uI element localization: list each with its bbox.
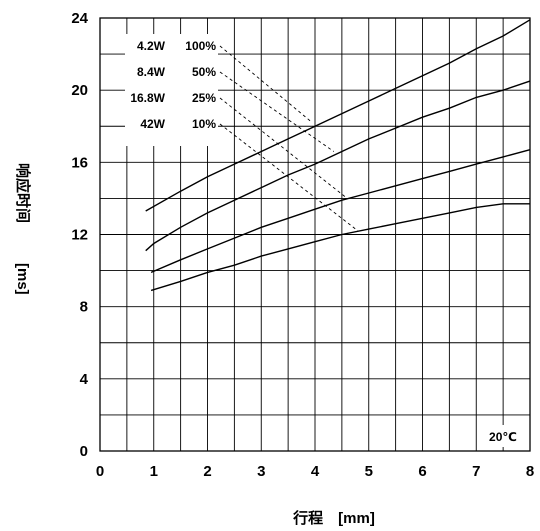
legend-leader-lines xyxy=(219,45,359,232)
x-tick-label: 4 xyxy=(311,463,320,480)
legend: 4.2W 100% 8.4W 50% 16.8W 25% 42W 10% xyxy=(130,39,216,131)
legend-duty-3: 25% xyxy=(192,91,216,105)
y-tick-label: 20 xyxy=(71,82,88,99)
series-line-2 xyxy=(145,80,531,252)
grid xyxy=(100,18,530,451)
legend-leader-4 xyxy=(219,123,359,232)
legend-power-3: 16.8W xyxy=(130,91,165,105)
legend-duty-4: 10% xyxy=(192,117,216,131)
y-tick-label: 12 xyxy=(71,227,88,244)
legend-background xyxy=(125,34,218,146)
series-line-1 xyxy=(145,19,531,212)
y-tick-label: 8 xyxy=(80,299,88,316)
x-axis-title: 行程 [mm] xyxy=(292,509,375,527)
x-tick-label: 7 xyxy=(472,463,480,480)
y-tick-labels: 0 4 8 12 16 20 24 xyxy=(71,10,88,460)
legend-duty-2: 50% xyxy=(192,65,216,79)
legend-power-2: 8.4W xyxy=(137,65,166,79)
x-tick-label: 1 xyxy=(150,463,158,480)
legend-power-1: 4.2W xyxy=(137,39,166,53)
x-tick-labels: 0 1 2 3 4 5 6 7 8 xyxy=(96,463,534,480)
annotation-temperature: 20℃ xyxy=(489,430,517,444)
series-line-3 xyxy=(150,149,531,274)
legend-power-4: 42W xyxy=(140,117,165,131)
legend-leader-3 xyxy=(219,97,348,199)
legend-leader-1 xyxy=(219,45,313,123)
series-lines xyxy=(145,19,531,292)
plot-frame xyxy=(99,17,531,452)
y-tick-label: 24 xyxy=(71,10,88,27)
y-axis-title: 响应时间 xyxy=(14,163,32,223)
series-line-4 xyxy=(150,203,530,292)
y-tick-label: 4 xyxy=(80,371,89,388)
x-tick-label: 8 xyxy=(526,463,534,480)
y-tick-label: 0 xyxy=(80,443,88,460)
x-tick-label: 2 xyxy=(203,463,211,480)
y-axis-unit: [ms] xyxy=(14,263,31,295)
legend-duty-1: 100% xyxy=(185,39,216,53)
legend-leader-2 xyxy=(219,71,335,152)
y-tick-label: 16 xyxy=(71,154,88,171)
x-tick-label: 3 xyxy=(257,463,265,480)
x-tick-label: 0 xyxy=(96,463,104,480)
annotation-background xyxy=(477,425,527,447)
x-tick-label: 5 xyxy=(365,463,373,480)
y-axis-title-group: 响应时间 [ms] xyxy=(14,163,32,295)
x-tick-label: 6 xyxy=(418,463,426,480)
